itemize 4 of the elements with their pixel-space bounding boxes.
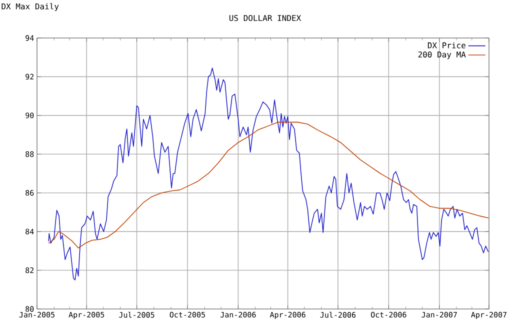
legend-label: 200 Day MA — [418, 51, 466, 60]
chart-title: US DOLLAR INDEX — [229, 14, 302, 22]
legend-label: DX Price — [428, 42, 466, 48]
chart-subtitle: DX Max Daily — [2, 3, 59, 11]
